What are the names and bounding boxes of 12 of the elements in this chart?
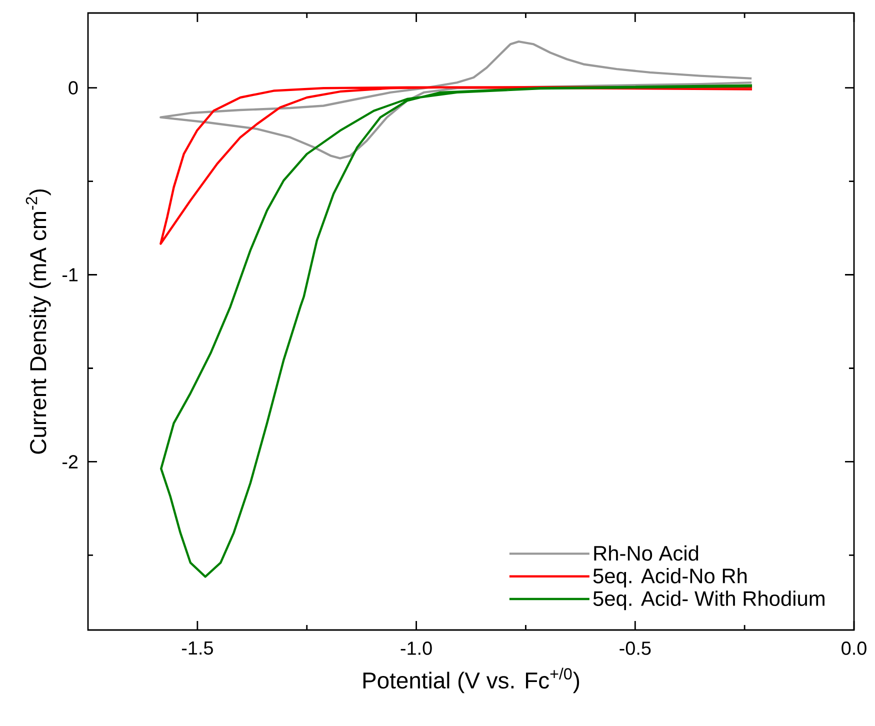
x-tick-label: -0.5 (620, 642, 651, 655)
y-tick-label: -1 (62, 268, 78, 282)
x-axis-title: Potential (V vs. Fc$^{+/0}$) (363, 668, 580, 694)
legend-label: 5eq. Acid- With Rhodium (593, 590, 824, 610)
x-tick-label: -1.0 (400, 642, 432, 655)
y-tick-label: -2 (62, 455, 78, 468)
y-axis-title: Current Density (mA cm$^{-2}$) (26, 189, 51, 454)
x-tick-label: 0.0 (842, 642, 866, 655)
legend-label: 5eq. Acid-No Rh (593, 568, 747, 588)
x-tick-label: -1.5 (182, 642, 213, 655)
legend-label: Rh-No Acid (594, 545, 698, 561)
y-tick-label: 0 (68, 81, 78, 94)
